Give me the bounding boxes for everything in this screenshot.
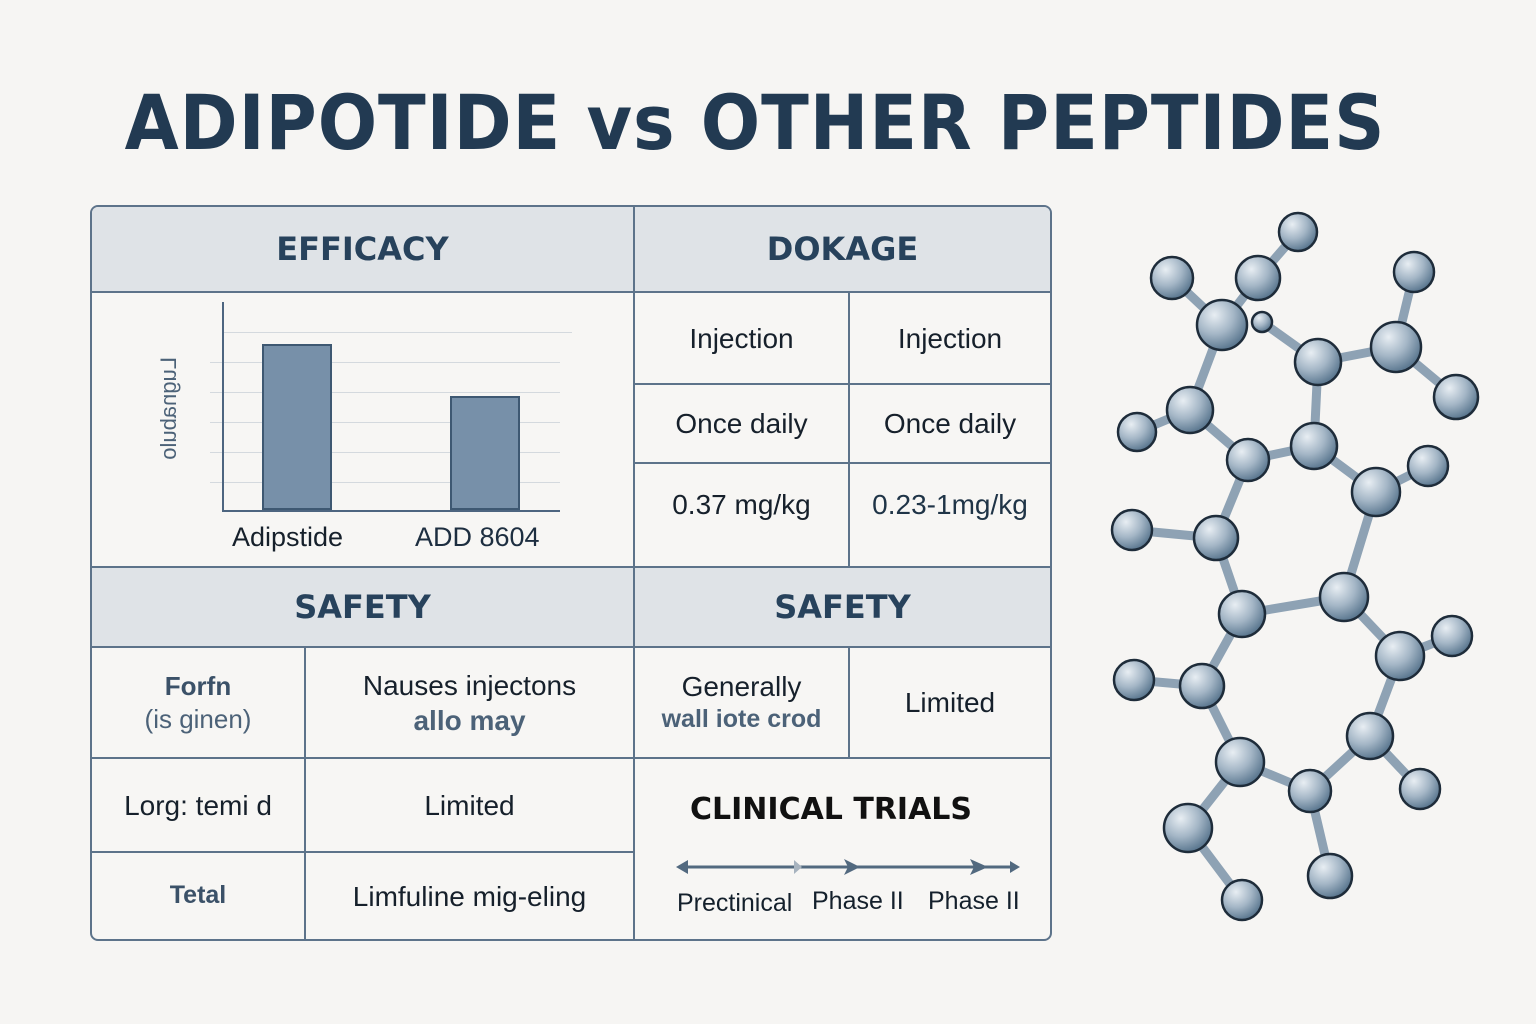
gridline [210, 452, 560, 453]
divider [635, 462, 1050, 464]
safety-sublabel: (is ginen) [144, 703, 252, 734]
dosage-cell: Once daily [883, 408, 1017, 439]
clinical-trials-title: CLINICAL TRIALS [690, 792, 973, 827]
efficacy-bar-chart [210, 302, 572, 512]
safety-label-cell: Forfn (is ginen) [92, 648, 304, 757]
divider [92, 566, 1050, 568]
divider [92, 757, 1050, 759]
safety-header-left: SAFETY [92, 568, 633, 646]
y-axis [222, 302, 224, 512]
safety-right-cell: Limited [904, 687, 996, 718]
safety-label-cell: Lorg: temi d [124, 789, 272, 821]
bar-adipotide [262, 344, 332, 510]
dosage-cell: 0.23-1mg/kg [872, 488, 1028, 520]
y-axis-label: Lugnabulo [156, 357, 181, 460]
stage-phase-2b: Phase II [928, 887, 1020, 915]
dosage-cell: Once daily [675, 408, 808, 439]
divider [635, 383, 1050, 385]
dosage-cell: Injection [689, 322, 794, 354]
safety-header-right: SAFETY [635, 568, 1050, 646]
divider [848, 293, 850, 566]
divider [92, 851, 633, 853]
divider [92, 646, 1050, 648]
bar-add-8604 [450, 396, 520, 510]
safety-right-text: Generally [681, 671, 802, 703]
gridline [210, 422, 560, 423]
dosage-cell: 0.37 mg/kg [672, 488, 811, 520]
gridline [210, 392, 560, 393]
safety-right-cell: Generally wall iote crod [635, 648, 848, 757]
safety-value-cell: Limfuline mig-eling [352, 880, 587, 912]
efficacy-header: EFFICACY [92, 207, 633, 291]
comparison-table: EFFICACY DOKAGE SAFETY SAFETY Lugnabulo … [90, 205, 1052, 941]
gridline [222, 332, 572, 333]
safety-right-subtext: wall iote crod [661, 705, 822, 734]
safety-value-cell: Limited [424, 789, 515, 821]
stage-phase-2a: Phase II [812, 887, 904, 915]
dosage-header: DOKAGE [635, 207, 1050, 291]
molecule-icon [1110, 211, 1480, 922]
x-label-add-8604: ADD 8604 [415, 522, 540, 552]
divider [848, 648, 850, 757]
safety-subvalue: allo may [413, 704, 526, 736]
stage-preclinical: Prectinical [677, 889, 793, 917]
safety-label: Forfn [164, 671, 232, 701]
gridline [210, 362, 560, 363]
gridline [210, 482, 560, 483]
clinical-trials-timeline [676, 859, 1020, 875]
x-label-adipotide: Adipstide [232, 522, 344, 552]
x-axis [222, 510, 560, 512]
divider [304, 648, 306, 939]
safety-label-cell: Tetal [169, 881, 227, 910]
page-title: ADIPOTIDE vs OTHER PEPTIDES [124, 78, 1386, 167]
divider [633, 207, 635, 939]
dosage-cell: Injection [897, 322, 1003, 354]
divider [92, 291, 1050, 293]
safety-value-cell: Nauses injectons allo may [306, 648, 633, 757]
safety-value: Nauses injectons [362, 669, 577, 701]
